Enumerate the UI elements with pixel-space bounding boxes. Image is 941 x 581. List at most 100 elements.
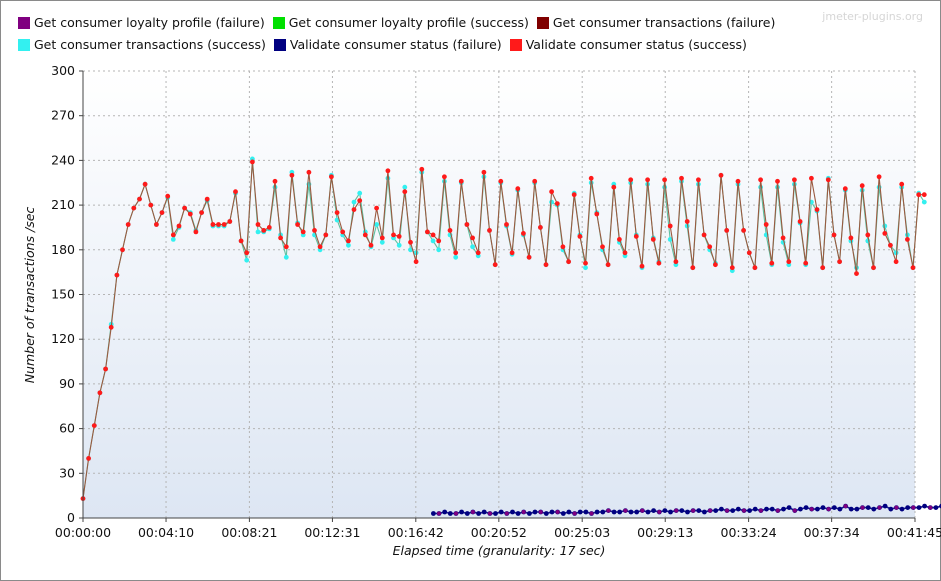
data-point (142, 181, 148, 187)
data-point (825, 177, 831, 183)
data-point (916, 192, 922, 198)
data-point (108, 324, 114, 330)
data-point (487, 228, 492, 233)
legend-item: Validate consumer status (success) (509, 34, 747, 56)
data-point (679, 175, 684, 181)
y-tick-label: 60 (59, 421, 75, 436)
legend-label: Get consumer loyalty profile (success) (288, 15, 529, 30)
data-point (758, 508, 763, 513)
data-point (560, 511, 566, 516)
data-point (657, 510, 662, 514)
data-point (746, 250, 752, 256)
y-tick-label: 90 (59, 376, 75, 391)
data-point (250, 159, 255, 165)
data-point (600, 244, 605, 250)
data-point (865, 505, 871, 510)
data-point (622, 250, 628, 256)
data-point (425, 229, 430, 235)
data-point (154, 222, 159, 227)
data-point (797, 219, 803, 224)
data-point (860, 505, 865, 510)
data-point (605, 262, 611, 268)
data-point (391, 232, 396, 238)
legend-item: Get consumer loyalty profile (failure) (18, 12, 265, 34)
data-point (905, 237, 910, 242)
data-point (492, 262, 498, 268)
data-point (521, 510, 526, 514)
data-point (674, 508, 679, 513)
data-point (278, 235, 283, 241)
data-point (696, 177, 701, 183)
data-point (91, 423, 97, 428)
legend-swatch (509, 39, 522, 51)
data-point (515, 186, 521, 192)
data-point (125, 222, 131, 227)
data-point (882, 223, 888, 229)
data-point (667, 237, 673, 242)
data-point (718, 172, 724, 178)
data-point (623, 508, 628, 513)
data-point (859, 183, 865, 189)
data-point (820, 505, 826, 510)
y-axis-title: Number of transactions /sec (22, 207, 37, 384)
data-point (922, 503, 927, 509)
data-point (436, 247, 442, 253)
data-point (899, 181, 905, 187)
data-point (170, 232, 176, 238)
y-tick-label: 150 (51, 287, 75, 302)
data-point (781, 506, 786, 512)
chart-legend: Get consumer loyalty profile (failure) G… (18, 12, 888, 56)
data-point (690, 265, 696, 271)
data-point (611, 509, 617, 515)
data-point (735, 506, 741, 512)
data-point (640, 508, 645, 513)
data-point (724, 228, 730, 233)
data-point (679, 508, 685, 513)
data-point (888, 506, 894, 512)
data-point (170, 237, 176, 242)
data-point (227, 219, 233, 224)
x-tick-label: 00:16:42 (388, 525, 444, 540)
data-point (837, 506, 843, 512)
data-point (645, 177, 650, 183)
data-point (261, 228, 267, 233)
data-point (713, 508, 719, 513)
data-point (752, 506, 758, 512)
data-point (385, 168, 391, 174)
data-point (238, 238, 244, 244)
data-point (408, 239, 413, 245)
data-point (374, 205, 379, 211)
data-point (803, 260, 809, 266)
legend-swatch (273, 39, 286, 51)
data-point (577, 234, 583, 239)
data-point (820, 265, 826, 271)
data-point (532, 509, 538, 515)
data-point (916, 505, 922, 510)
data-point (780, 235, 786, 241)
legend-label: Get consumer transactions (success) (34, 37, 266, 52)
data-point (905, 505, 911, 510)
data-point (656, 260, 662, 266)
data-point (346, 238, 351, 244)
y-tick-label: 180 (51, 242, 75, 257)
data-point (876, 174, 882, 180)
data-point (831, 232, 837, 238)
data-point (176, 223, 182, 229)
data-point (719, 506, 724, 512)
data-point (583, 265, 588, 271)
data-point (809, 175, 814, 181)
y-axis-ticks: 0 30 60 90 120 150 180 210 240 270 300 (51, 63, 83, 525)
data-point (882, 231, 888, 236)
series-group-overlay (437, 504, 933, 516)
y-tick-label: 30 (59, 465, 75, 480)
data-point (419, 166, 425, 172)
data-point (543, 262, 549, 268)
legend-label: Validate consumer status (failure) (289, 37, 502, 52)
y-tick-label: 270 (51, 108, 75, 123)
data-point (583, 509, 589, 515)
data-point (300, 229, 306, 235)
data-point (317, 244, 323, 250)
data-point (306, 169, 312, 175)
data-point (509, 250, 515, 256)
